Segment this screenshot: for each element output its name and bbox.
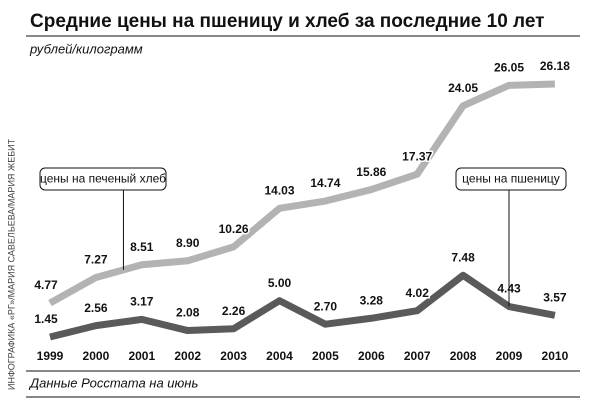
data-label: 10.26	[219, 222, 249, 236]
line	[49, 271, 556, 341]
data-label: 5.00	[268, 276, 292, 290]
data-label: 4.77	[34, 278, 58, 292]
x-tick-label: 2003	[220, 349, 247, 363]
data-label: 17.37	[402, 149, 432, 163]
data-label: 8.90	[176, 236, 200, 250]
x-tick-label: 2005	[312, 349, 339, 363]
x-tick-label: 2000	[83, 349, 110, 363]
x-tick-label: 2002	[174, 349, 201, 363]
data-label: 2.26	[222, 304, 246, 318]
x-tick-label: 2006	[358, 349, 385, 363]
data-label: 7.27	[84, 253, 108, 267]
x-tick-label: 2007	[404, 349, 431, 363]
data-label: 3.17	[130, 295, 154, 309]
data-label: 8.51	[130, 240, 154, 254]
x-tick-label: 1999	[37, 349, 64, 363]
line	[48, 80, 556, 307]
legend-label: цены на печеный хлеб	[40, 172, 166, 186]
chart-title: Средние цены на пшеницу и хлеб за послед…	[30, 11, 544, 32]
data-label: 14.03	[264, 183, 294, 197]
data-label: 7.48	[451, 250, 475, 264]
legend-box	[39, 167, 167, 191]
x-tick-label: 2004	[266, 349, 293, 363]
x-tick-label: 2008	[450, 349, 477, 363]
legend-box	[455, 167, 567, 191]
subtitle: рублей/килограмм	[29, 41, 143, 56]
data-label: 2.70	[314, 299, 338, 313]
data-label: 26.05	[494, 61, 524, 75]
data-label: 3.57	[543, 290, 567, 304]
data-label: 15.86	[356, 165, 386, 179]
source: Данные Росстата на июнь	[28, 375, 198, 390]
data-label: 14.74	[310, 176, 340, 190]
x-tick-label: 2009	[496, 349, 523, 363]
data-label: 4.02	[406, 286, 430, 300]
x-tick-label: 2010	[542, 349, 569, 363]
credit: ИНФОГРАФИКА «РГ»/МАРИЯ САВЕЛЬЕВА/МАРИЯ Ж…	[6, 138, 16, 390]
data-label: 2.56	[84, 301, 108, 315]
data-label: 3.28	[360, 293, 384, 307]
x-tick-label: 2001	[128, 349, 155, 363]
data-label: 24.05	[448, 81, 478, 95]
data-label: 1.45	[34, 312, 58, 326]
legend-label: цены на пшеницу	[462, 172, 560, 186]
data-label: 26.18	[540, 59, 570, 73]
data-label: 2.08	[176, 306, 200, 320]
